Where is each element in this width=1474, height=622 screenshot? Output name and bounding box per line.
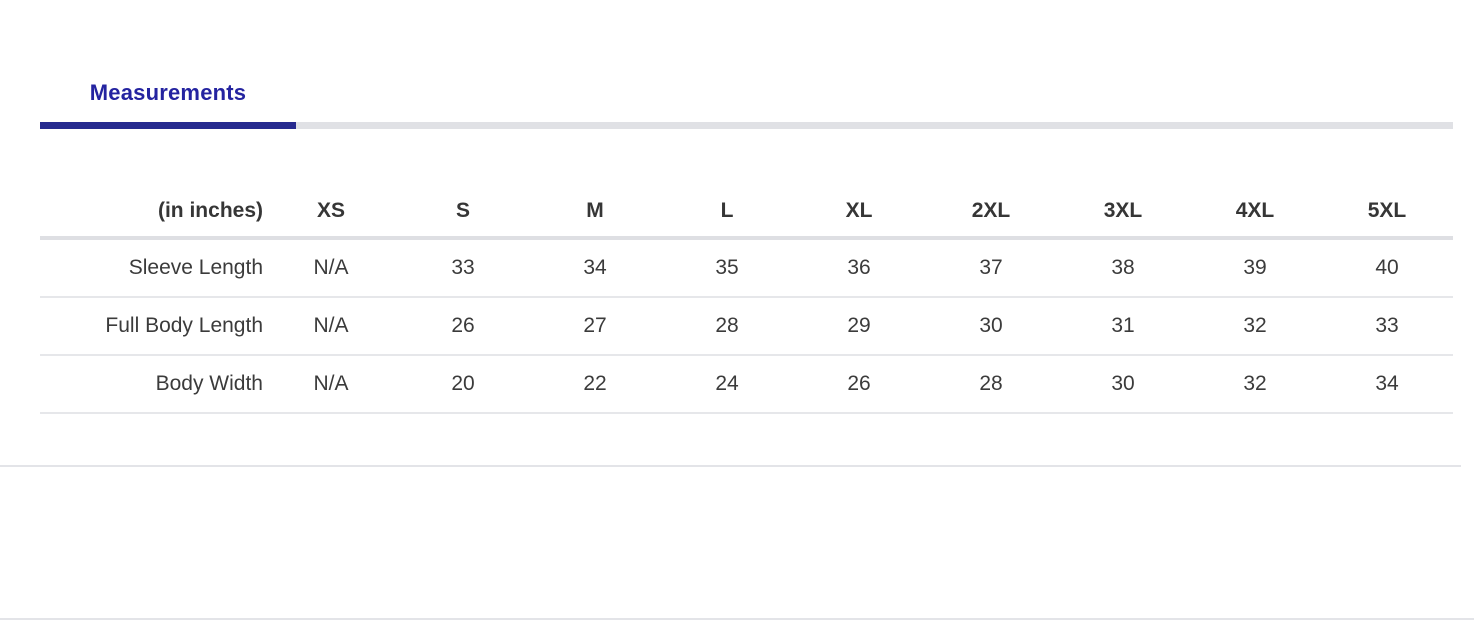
column-header-l: L — [720, 199, 734, 222]
tab-measurements[interactable]: Measurements — [40, 70, 296, 122]
tab-underline-track — [40, 122, 1453, 129]
tab-strip: Measurements — [40, 70, 1453, 129]
table-row: Sleeve Length N/A 33 34 35 36 37 38 39 4… — [40, 238, 1453, 297]
tab-list: Measurements — [40, 70, 1453, 122]
cell-sleeve-length-xl: 36 — [847, 256, 871, 279]
table-row: Body Width N/A 20 22 24 26 28 30 32 34 — [40, 355, 1453, 413]
cell-full-body-length-4xl: 32 — [1243, 314, 1267, 337]
cell-sleeve-length-4xl: 39 — [1243, 256, 1267, 279]
table-header: (in inches) XS S M L XL 2XL 3XL 4XL 5XL — [40, 186, 1453, 238]
cell-sleeve-length-3xl: 38 — [1111, 256, 1135, 279]
tab-measurements-label: Measurements — [89, 80, 247, 105]
cell-full-body-length-s: 26 — [451, 314, 475, 337]
row-label-full-body-length: Full Body Length — [105, 314, 263, 337]
row-label-body-width: Body Width — [155, 372, 263, 395]
cell-body-width-5xl: 34 — [1375, 372, 1399, 395]
cell-full-body-length-5xl: 33 — [1375, 314, 1399, 337]
measurements-table: (in inches) XS S M L XL 2XL 3XL 4XL 5XL … — [40, 186, 1453, 414]
table-row: Full Body Length N/A 26 27 28 29 30 31 3… — [40, 297, 1453, 355]
cell-full-body-length-3xl: 31 — [1111, 314, 1135, 337]
cell-full-body-length-xs: N/A — [313, 314, 349, 337]
tab-underline-active — [40, 122, 296, 129]
column-header-5xl: 5XL — [1367, 199, 1407, 222]
column-header-s: S — [455, 199, 470, 222]
cell-body-width-3xl: 30 — [1111, 372, 1135, 395]
cell-full-body-length-m: 27 — [583, 314, 607, 337]
column-header-xs: XS — [316, 199, 345, 222]
section-divider-upper — [0, 465, 1461, 467]
cell-body-width-s: 20 — [451, 372, 475, 395]
measurements-table-container: (in inches) XS S M L XL 2XL 3XL 4XL 5XL … — [40, 186, 1453, 414]
column-header-2xl: 2XL — [971, 199, 1011, 222]
cell-sleeve-length-l: 35 — [715, 256, 739, 279]
cell-sleeve-length-2xl: 37 — [979, 256, 1003, 279]
cell-full-body-length-2xl: 30 — [979, 314, 1003, 337]
cell-body-width-xs: N/A — [313, 372, 349, 395]
cell-sleeve-length-s: 33 — [451, 256, 475, 279]
column-header-xl: XL — [845, 199, 873, 222]
column-header-3xl: 3XL — [1103, 199, 1143, 222]
table-header-row: (in inches) XS S M L XL 2XL 3XL 4XL 5XL — [40, 186, 1453, 238]
table-body: Sleeve Length N/A 33 34 35 36 37 38 39 4… — [40, 238, 1453, 413]
cell-body-width-m: 22 — [583, 372, 607, 395]
cell-body-width-xl: 26 — [847, 372, 871, 395]
cell-body-width-l: 24 — [715, 372, 739, 395]
section-divider-lower — [0, 618, 1474, 620]
cell-full-body-length-l: 28 — [715, 314, 739, 337]
cell-sleeve-length-5xl: 40 — [1375, 256, 1399, 279]
column-header-unit: (in inches) — [157, 199, 263, 222]
cell-sleeve-length-xs: N/A — [313, 256, 349, 279]
cell-body-width-2xl: 28 — [979, 372, 1003, 395]
cell-body-width-4xl: 32 — [1243, 372, 1267, 395]
cell-sleeve-length-m: 34 — [583, 256, 607, 279]
row-label-sleeve-length: Sleeve Length — [128, 256, 263, 279]
cell-full-body-length-xl: 29 — [847, 314, 871, 337]
column-header-4xl: 4XL — [1235, 199, 1275, 222]
column-header-m: M — [586, 199, 604, 222]
